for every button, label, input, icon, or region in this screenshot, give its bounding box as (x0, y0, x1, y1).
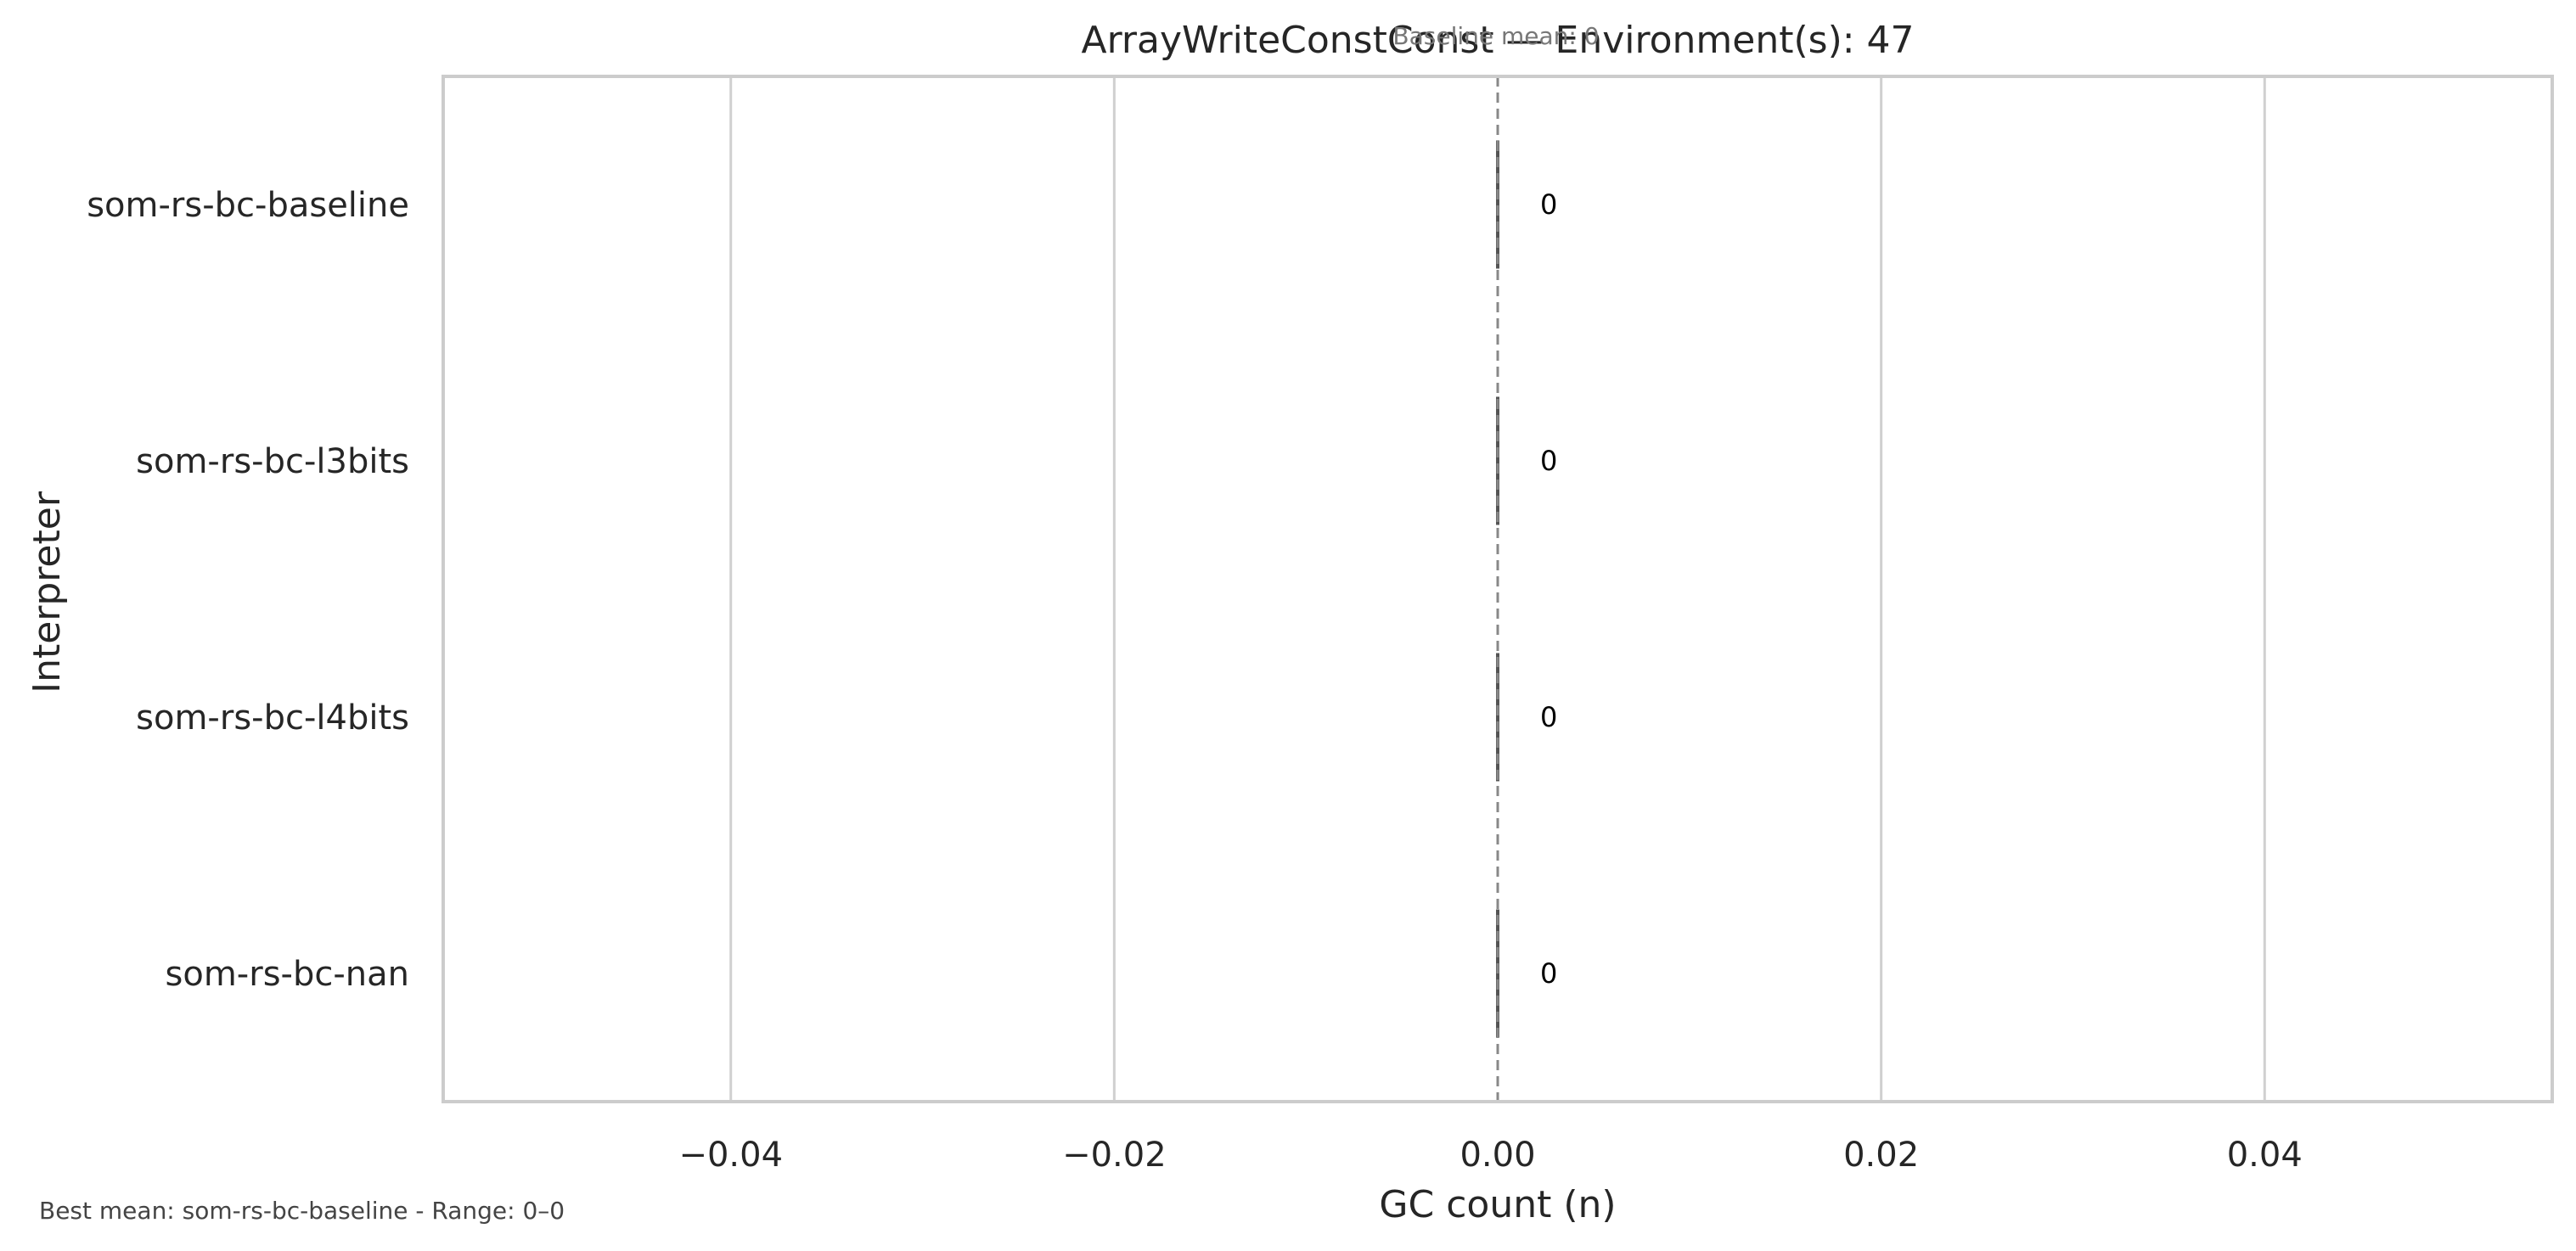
value-label: 0 (1540, 701, 1557, 733)
data-labels: 0 0 0 0 (1540, 188, 1557, 990)
y-tick-label: som-rs-bc-l4bits (136, 698, 409, 738)
grid-lines (729, 76, 2266, 1102)
y-tick-label: som-rs-bc-baseline (87, 186, 409, 225)
x-tick-label: −0.02 (1062, 1136, 1167, 1175)
y-tick-label: som-rs-bc-l3bits (136, 442, 409, 481)
y-tick-label: som-rs-bc-nan (166, 955, 409, 994)
x-axis-label: GC count (n) (1379, 1183, 1616, 1226)
tick-labels: −0.04 −0.02 0.00 0.02 0.04 som-rs-bc-baseline… (87, 186, 2303, 1175)
value-label: 0 (1540, 957, 1557, 990)
plot-frame (442, 75, 2554, 1103)
footer-note: Best mean: som-rs-bc-baseline - Range: 0… (39, 1197, 565, 1225)
chart-title: ArrayWriteConstConst — Environment(s): 4… (1081, 19, 1914, 62)
x-tick-label: −0.04 (678, 1136, 783, 1175)
value-label: 0 (1540, 188, 1557, 221)
baseline-label: Baseline mean: 0 (1392, 22, 1599, 50)
value-label: 0 (1540, 445, 1557, 477)
x-tick-label: 0.02 (1843, 1136, 1919, 1175)
y-axis-label: Interpreter (25, 491, 69, 693)
x-tick-label: 0.04 (2227, 1136, 2303, 1175)
x-tick-label: 0.00 (1460, 1136, 1535, 1175)
